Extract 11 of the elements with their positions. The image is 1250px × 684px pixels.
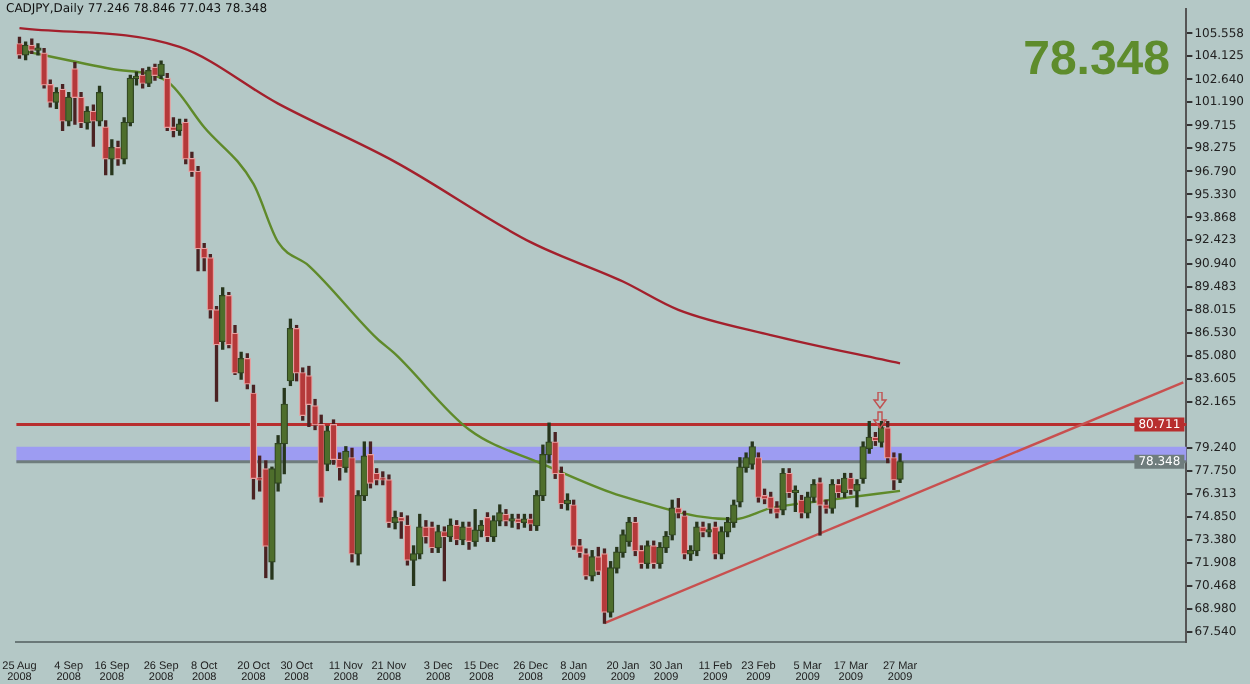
candlestick [563,493,572,511]
candlestick [600,548,609,624]
candlestick [95,85,104,127]
line-series [18,26,902,365]
annotation: 78.348 [1023,32,1170,88]
candlestick [446,518,455,542]
candlestick [834,479,843,498]
candlestick [366,441,375,489]
candlestick [16,36,24,59]
candlestick [797,494,806,519]
candlestick [483,512,492,542]
